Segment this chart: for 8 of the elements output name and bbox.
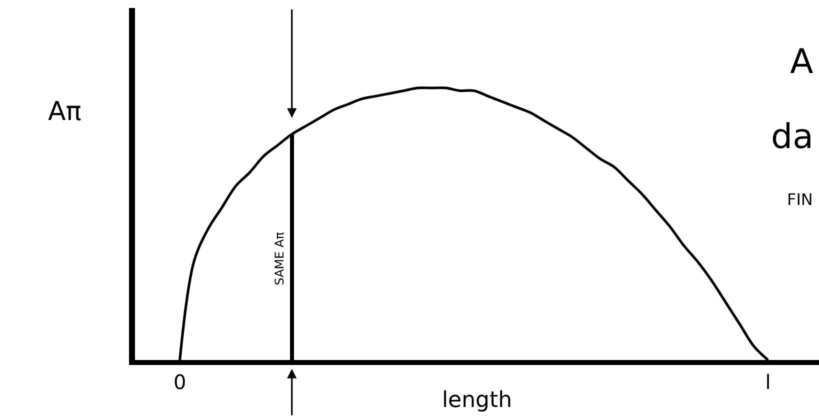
x-tick-label: 0 xyxy=(173,370,186,394)
x-axis-title: length xyxy=(442,388,512,413)
annotation: da xyxy=(771,117,814,157)
x-tick-label: l xyxy=(765,370,771,394)
text: FIN xyxy=(787,190,813,209)
text: SAME Aπ xyxy=(272,232,286,286)
text: A xyxy=(790,42,814,82)
y-axis-title: Aπ xyxy=(48,97,82,127)
